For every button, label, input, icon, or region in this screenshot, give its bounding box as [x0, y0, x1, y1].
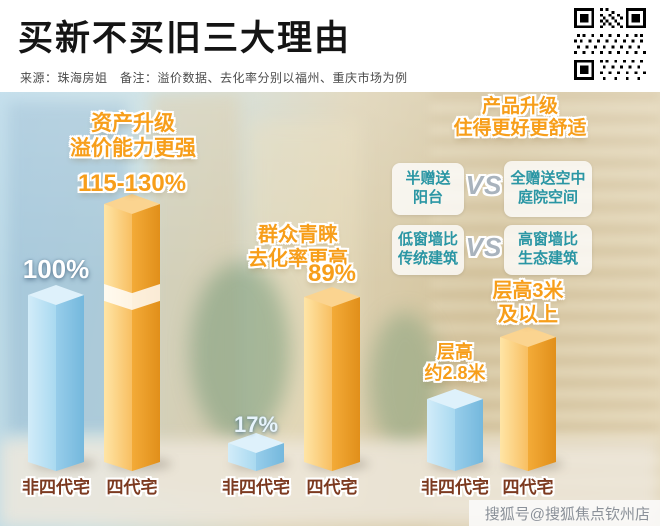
- category-label: 四代宅: [306, 478, 358, 497]
- bar-face: [500, 337, 529, 472]
- watermark: 搜狐号@搜狐焦点钦州店: [468, 500, 660, 526]
- section-premium-heading: 资产升级 溢价能力更强: [70, 112, 196, 160]
- bar-face: [104, 204, 133, 472]
- bar-product-4gen: [500, 327, 556, 472]
- category-label: 非四代宅: [22, 478, 90, 497]
- category-label: 四代宅: [106, 478, 158, 497]
- bar-face: [56, 295, 84, 472]
- bar-absorption-non4gen: [228, 433, 284, 472]
- bar-face: [28, 295, 57, 472]
- product-non4gen-value: 层高 约2.8米: [424, 342, 486, 384]
- compare-row1-right: 全赠送空中 庭院空间: [504, 161, 592, 217]
- premium-non4gen-value: 100%: [22, 254, 90, 284]
- page-title: 买新不买旧三大理由: [18, 19, 352, 58]
- bar-cap: [28, 285, 84, 305]
- bar-face: [427, 399, 456, 472]
- bar-cap: [304, 287, 360, 307]
- background-palm-tree: [190, 262, 290, 442]
- absorption-4gen-value: 89%: [307, 260, 357, 287]
- bar-cap: [427, 389, 483, 409]
- section-absorption-heading: 群众青睐 去化率更高: [248, 224, 348, 270]
- absorption-non4gen-value: 17%: [233, 412, 279, 437]
- compare-row2-left: 低窗墙比 传统建筑: [392, 225, 464, 275]
- compare-row1-left: 半赠送 阳台: [392, 163, 464, 215]
- source-note: 来源：珠海房姐 备注：溢价数据、去化率分别以福州、重庆市场为例: [20, 71, 408, 85]
- product-4gen-value: 层高3米 及以上: [492, 280, 564, 326]
- bar-face: [528, 337, 556, 472]
- header: 买新不买旧三大理由 来源：珠海房姐 备注：溢价数据、去化率分别以福州、重庆市场为…: [0, 0, 660, 92]
- premium-4gen-value: 115-130%: [77, 170, 187, 197]
- vs-badge: VS: [465, 232, 503, 262]
- bar-face: [132, 204, 160, 472]
- compare-row2-right: 高窗墙比 生态建筑: [504, 225, 592, 275]
- bar-face: [304, 297, 333, 472]
- bar-absorption-4gen: [304, 287, 360, 472]
- bar-product-non4gen: [427, 389, 483, 472]
- bar-cap: [104, 194, 160, 214]
- bar-face: [455, 399, 483, 472]
- category-label: 四代宅: [502, 478, 554, 497]
- qr-code-icon: [574, 8, 646, 80]
- bar-cap: [228, 433, 284, 453]
- bar-premium-4gen: [104, 194, 160, 472]
- vs-badge: VS: [465, 170, 503, 200]
- category-label: 非四代宅: [222, 478, 290, 497]
- category-label: 非四代宅: [421, 478, 489, 497]
- section-product-heading: 产品升级 住得更好更舒适: [453, 96, 587, 140]
- bar-face: [332, 297, 360, 472]
- bar-premium-non4gen: [28, 285, 84, 472]
- bar-cap: [500, 327, 556, 347]
